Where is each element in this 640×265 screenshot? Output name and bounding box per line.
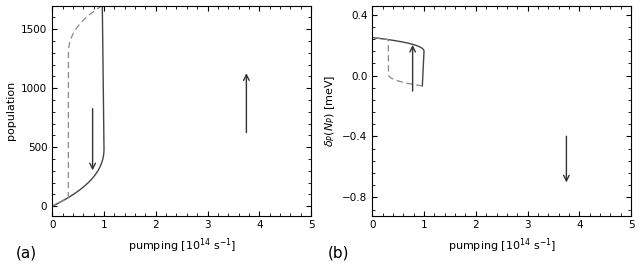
Y-axis label: $\delta_P(N_P)$ [meV]: $\delta_P(N_P)$ [meV] <box>323 74 337 147</box>
X-axis label: pumping $[10^{14}\ \mathrm{s}^{-1}]$: pumping $[10^{14}\ \mathrm{s}^{-1}]$ <box>127 236 236 255</box>
Y-axis label: population: population <box>6 81 15 140</box>
Text: (b): (b) <box>328 246 349 261</box>
X-axis label: pumping $[10^{14}\ \mathrm{s}^{-1}]$: pumping $[10^{14}\ \mathrm{s}^{-1}]$ <box>447 236 556 255</box>
Text: (a): (a) <box>16 246 37 261</box>
